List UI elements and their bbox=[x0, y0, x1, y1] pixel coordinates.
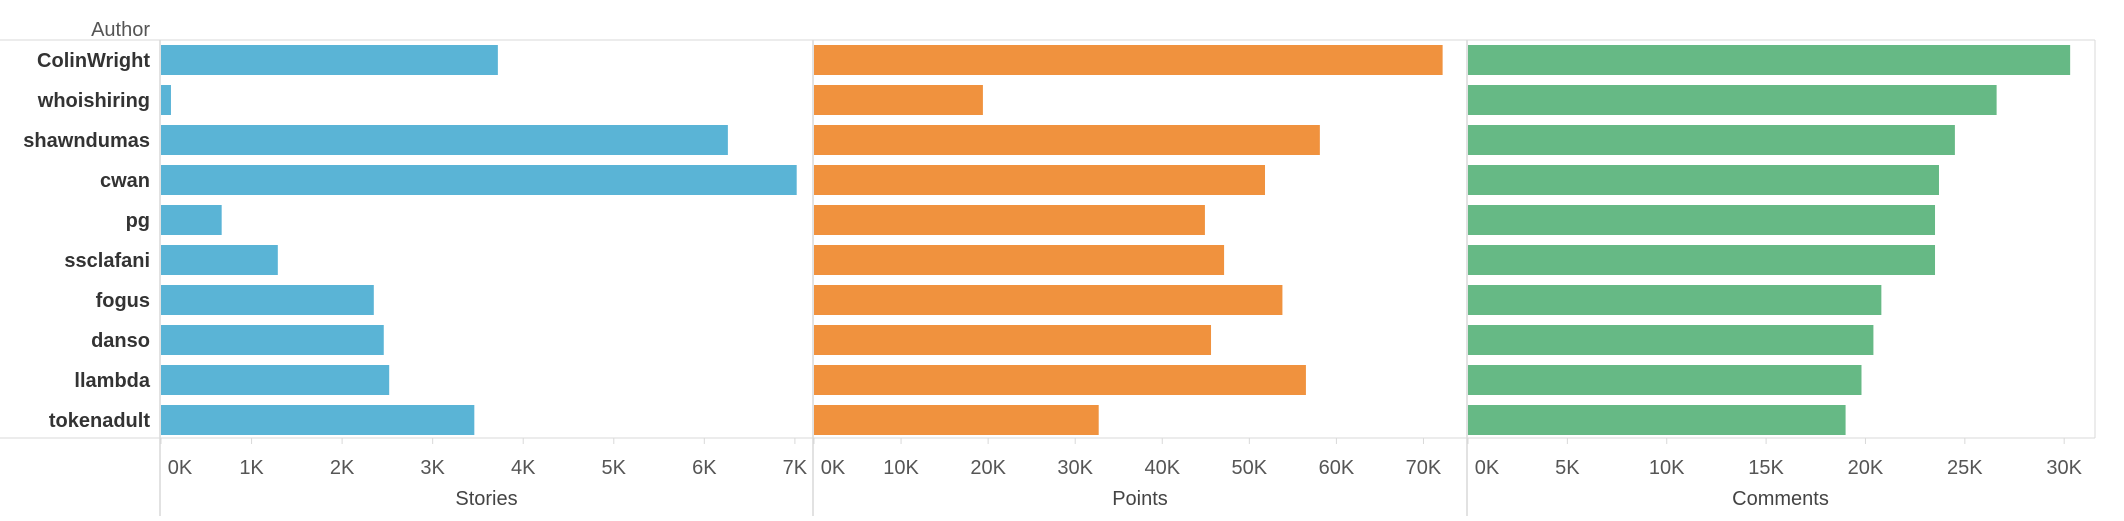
bar-stories bbox=[161, 245, 278, 275]
tick-label: 30K bbox=[2046, 457, 2082, 479]
chart-frame bbox=[0, 39, 2096, 516]
bar-comments bbox=[1468, 405, 1846, 435]
tick-label: 15K bbox=[1748, 457, 1784, 479]
bar-comments bbox=[1468, 165, 1939, 195]
category-label: danso bbox=[91, 330, 150, 352]
category-label: ssclafani bbox=[64, 250, 150, 272]
bar-points bbox=[814, 365, 1306, 395]
tick-label: 0K bbox=[821, 457, 846, 479]
bar-points bbox=[814, 205, 1205, 235]
tick-label: 6K bbox=[692, 457, 717, 479]
axis-ticks: 0K 1K 2K 3K 4K 5K 6K 7K Stories 0K 10K 20K 30K 40K 50K… bbox=[160, 438, 2083, 510]
axis-title-comments: Comments bbox=[1732, 488, 1829, 510]
bar-comments bbox=[1468, 205, 1936, 235]
tick-label: 2K bbox=[330, 457, 355, 479]
row-header-label: Author bbox=[91, 19, 150, 41]
bar-points bbox=[814, 85, 983, 115]
bar-stories bbox=[161, 165, 797, 195]
bar-stories bbox=[161, 365, 390, 395]
tick-label: 20K bbox=[970, 457, 1006, 479]
tick-label: 40K bbox=[1144, 457, 1180, 479]
bar-points bbox=[814, 45, 1443, 75]
bar-points bbox=[814, 405, 1099, 435]
bar-stories bbox=[161, 285, 374, 315]
axis-title-points: Points bbox=[1112, 488, 1168, 510]
category-label: pg bbox=[126, 210, 150, 232]
bar-comments bbox=[1468, 325, 1874, 355]
category-label: tokenadult bbox=[49, 410, 150, 432]
bar-comments bbox=[1468, 85, 1997, 115]
axis-title-stories: Stories bbox=[455, 488, 517, 510]
category-label: ColinWright bbox=[37, 50, 150, 72]
bar-points bbox=[814, 325, 1212, 355]
category-label: cwan bbox=[100, 170, 150, 192]
tick-label: 1K bbox=[239, 457, 264, 479]
bar-stories bbox=[161, 85, 171, 115]
category-label: whoishiring bbox=[37, 90, 150, 112]
bar-stories bbox=[161, 205, 222, 235]
tick-label: 60K bbox=[1319, 457, 1355, 479]
tick-label: 10K bbox=[1649, 457, 1685, 479]
bar-comments bbox=[1468, 285, 1882, 315]
bar-stories bbox=[161, 325, 384, 355]
bar-stories bbox=[161, 125, 728, 155]
category-labels: ColinWright whoishiring shawndumas cwan pg ss… bbox=[23, 50, 151, 432]
bar-points bbox=[814, 245, 1225, 275]
tick-label: 7K bbox=[783, 457, 808, 479]
tick-label: 0K bbox=[168, 457, 193, 479]
tick-label: 5K bbox=[602, 457, 627, 479]
tick-label: 3K bbox=[420, 457, 445, 479]
tick-label: 20K bbox=[1848, 457, 1884, 479]
tick-label: 30K bbox=[1057, 457, 1093, 479]
bar-stories bbox=[161, 45, 498, 75]
category-label: llambda bbox=[74, 370, 150, 392]
tick-label: 10K bbox=[883, 457, 919, 479]
bar-comments bbox=[1468, 125, 1955, 155]
tick-label: 25K bbox=[1947, 457, 1983, 479]
tick-label: 5K bbox=[1555, 457, 1580, 479]
tick-label: 50K bbox=[1232, 457, 1268, 479]
bar-comments bbox=[1468, 365, 1862, 395]
tick-label: 0K bbox=[1475, 457, 1500, 479]
bar-points bbox=[814, 125, 1320, 155]
bars bbox=[161, 45, 2071, 435]
bar-comments bbox=[1468, 245, 1936, 275]
bar-comments bbox=[1468, 45, 2071, 75]
category-label: shawndumas bbox=[23, 130, 150, 152]
tick-label: 70K bbox=[1406, 457, 1442, 479]
bar-points bbox=[814, 285, 1283, 315]
bar-points bbox=[814, 165, 1266, 195]
bar-stories bbox=[161, 405, 475, 435]
category-label: fogus bbox=[96, 290, 150, 312]
tick-label: 4K bbox=[511, 457, 536, 479]
